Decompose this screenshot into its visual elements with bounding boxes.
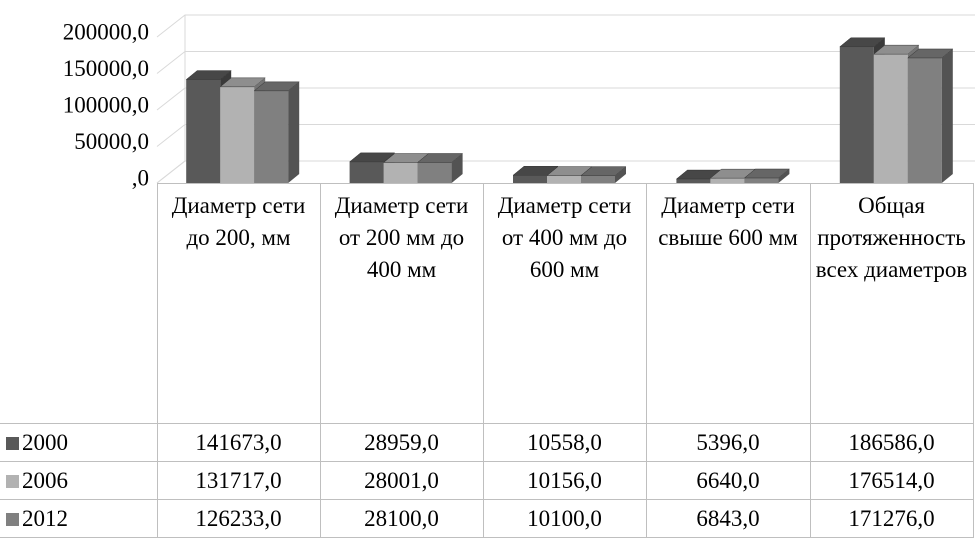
data-label: 141673,0 <box>156 423 321 462</box>
data-label: 10100,0 <box>482 499 647 538</box>
category-label: Диаметр сети от 400 мм до 600 мм <box>482 183 647 424</box>
y-tick-label: 200000,0 <box>63 19 149 44</box>
bar-front <box>547 175 581 183</box>
data-label: 6843,0 <box>645 499 811 538</box>
header-row: Диаметр сети до 200, мм Диаметр сети от 2… <box>0 183 974 424</box>
category-label: Диаметр сети до 200, мм <box>156 183 321 424</box>
bar-front <box>417 162 452 183</box>
grid-line <box>156 160 975 184</box>
data-label: 6640,0 <box>645 461 811 500</box>
y-tick-label: 50000,0 <box>74 129 149 154</box>
data-label: 171276,0 <box>809 499 974 538</box>
category-label: Диаметр сети от 200 мм до 400 мм <box>319 183 484 424</box>
bar <box>743 168 791 183</box>
data-label: 10156,0 <box>482 461 647 500</box>
bar-front <box>513 175 547 183</box>
legend-cell: 2006 <box>0 461 158 500</box>
bar <box>907 48 954 183</box>
bar <box>580 166 627 183</box>
data-label: 186586,0 <box>809 423 974 462</box>
data-label: 126233,0 <box>156 499 321 538</box>
blank-cell <box>0 183 158 424</box>
category-label: Общая протяженность всех диаметров <box>809 183 974 424</box>
data-table: Диаметр сети до 200, мм Диаметр сети от 2… <box>0 183 974 538</box>
bar-front <box>220 86 255 183</box>
legend-label: 2012 <box>22 505 68 531</box>
grid-line <box>156 87 975 111</box>
legend-key <box>6 436 19 450</box>
series-row: 2012 126233,0 28100,0 10100,0 6843,0 171276,0 <box>0 499 974 538</box>
bar-front <box>581 175 615 183</box>
data-label: 28001,0 <box>319 461 484 500</box>
grid-line <box>156 124 975 147</box>
category-label: Диаметр сети свыше 600 мм <box>645 183 811 424</box>
legend-cell: 2012 <box>0 499 158 538</box>
bar-side <box>778 169 790 183</box>
bar <box>416 153 464 183</box>
bar-side <box>288 81 300 183</box>
y-tick-label: 150000,0 <box>63 56 149 81</box>
legend-key <box>6 474 19 488</box>
data-label: 28100,0 <box>319 499 484 538</box>
bar-side <box>451 153 463 183</box>
legend-key <box>6 512 19 526</box>
bar-front <box>349 161 384 183</box>
y-tick-label: 100000,0 <box>63 92 149 117</box>
bar-front <box>254 90 289 183</box>
data-label: 131717,0 <box>156 461 321 500</box>
bar <box>253 81 300 183</box>
bar-front <box>676 179 711 183</box>
bar-front <box>186 79 221 183</box>
legend-label: 2006 <box>22 467 68 493</box>
legend-label: 2000 <box>22 429 68 455</box>
grid-line <box>156 14 975 38</box>
grid-line <box>156 51 975 74</box>
bar-front <box>710 178 745 183</box>
bar-front <box>383 162 418 183</box>
data-label: 28959,0 <box>319 423 484 462</box>
bar-front <box>873 54 908 184</box>
bar-side <box>615 166 626 183</box>
bar-front <box>744 178 779 183</box>
series-row: 2000 141673,0 28959,0 10558,0 5396,0 186586,0 <box>0 423 974 462</box>
bar-front <box>907 57 942 183</box>
bar-front <box>839 46 874 183</box>
data-label: 10558,0 <box>482 423 647 462</box>
data-label: 176514,0 <box>809 461 974 500</box>
legend-cell: 2000 <box>0 423 158 462</box>
bar-side <box>941 48 953 183</box>
series-row: 2006 131717,0 28001,0 10156,0 6640,0 176514,0 <box>0 461 974 500</box>
data-label: 5396,0 <box>645 423 811 462</box>
